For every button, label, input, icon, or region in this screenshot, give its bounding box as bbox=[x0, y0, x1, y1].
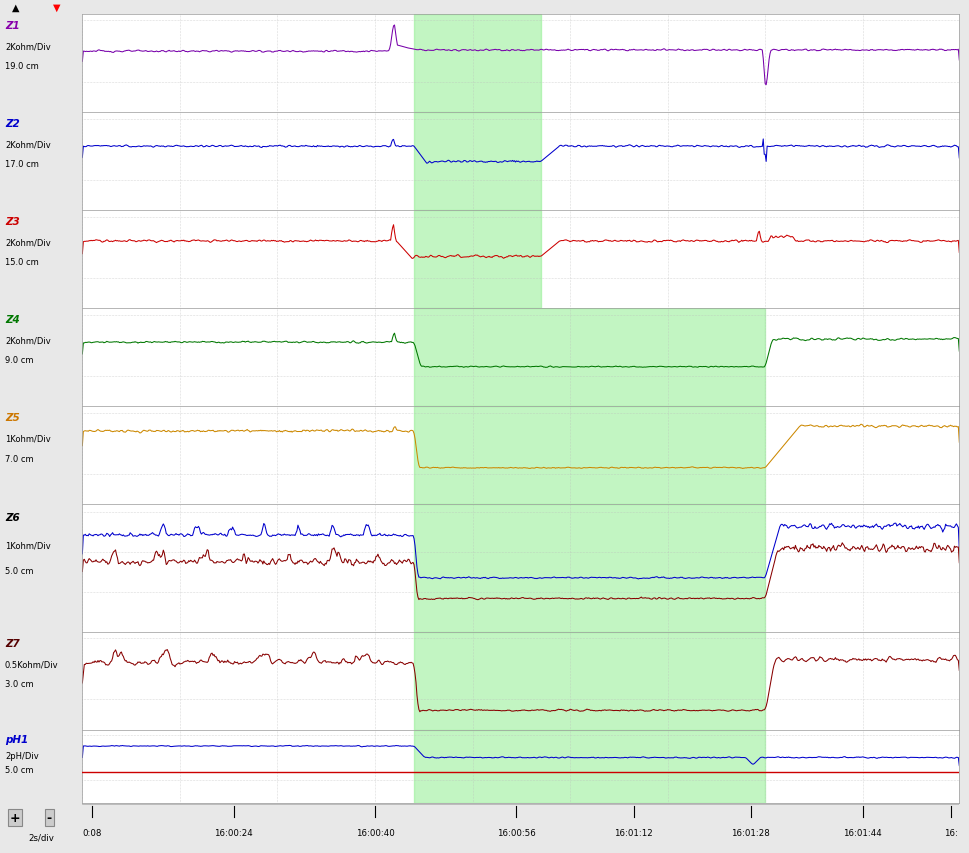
Text: 16:00:56: 16:00:56 bbox=[497, 827, 536, 837]
Text: 9.0 cm: 9.0 cm bbox=[5, 356, 34, 365]
Text: Z2: Z2 bbox=[5, 119, 19, 129]
Text: 7.0 cm: 7.0 cm bbox=[5, 454, 34, 463]
Bar bbox=[414, 730, 766, 804]
Text: Z1: Z1 bbox=[5, 21, 19, 32]
Text: 0:08: 0:08 bbox=[82, 827, 102, 837]
Text: 2s/div: 2s/div bbox=[28, 833, 54, 842]
Text: 2Kohm/Div: 2Kohm/Div bbox=[5, 141, 50, 149]
Text: 2pH/Div: 2pH/Div bbox=[5, 751, 39, 760]
Bar bbox=[414, 407, 766, 505]
Text: -: - bbox=[47, 811, 52, 824]
Text: 16:01:44: 16:01:44 bbox=[843, 827, 882, 837]
Text: pH1: pH1 bbox=[5, 734, 28, 745]
Text: 16:: 16: bbox=[944, 827, 957, 837]
Text: 2Kohm/Div: 2Kohm/Div bbox=[5, 239, 50, 247]
Bar bbox=[414, 309, 766, 407]
Text: 1Kohm/Div: 1Kohm/Div bbox=[5, 541, 50, 549]
Text: 2Kohm/Div: 2Kohm/Div bbox=[5, 336, 50, 345]
Bar bbox=[414, 113, 541, 212]
Text: ▲: ▲ bbox=[12, 3, 19, 13]
Text: 5.0 cm: 5.0 cm bbox=[5, 566, 34, 575]
Bar bbox=[414, 15, 541, 113]
Text: ▼: ▼ bbox=[53, 3, 61, 13]
Text: 16:00:40: 16:00:40 bbox=[356, 827, 394, 837]
Text: 16:00:24: 16:00:24 bbox=[214, 827, 253, 837]
Text: 19.0 cm: 19.0 cm bbox=[5, 62, 39, 72]
Text: 16:01:12: 16:01:12 bbox=[614, 827, 653, 837]
Text: 2Kohm/Div: 2Kohm/Div bbox=[5, 43, 50, 52]
Text: 3.0 cm: 3.0 cm bbox=[5, 679, 34, 688]
Text: 0.5Kohm/Div: 0.5Kohm/Div bbox=[5, 659, 58, 669]
Text: +: + bbox=[10, 811, 20, 824]
Text: 1Kohm/Div: 1Kohm/Div bbox=[5, 434, 50, 444]
Bar bbox=[414, 505, 766, 632]
Text: Z7: Z7 bbox=[5, 638, 19, 648]
Text: 5.0 cm: 5.0 cm bbox=[5, 765, 34, 775]
Text: Z5: Z5 bbox=[5, 413, 19, 423]
Bar bbox=[414, 212, 541, 309]
Text: Z3: Z3 bbox=[5, 217, 19, 227]
Text: 17.0 cm: 17.0 cm bbox=[5, 160, 39, 169]
Text: Z4: Z4 bbox=[5, 315, 19, 325]
Text: 16:01:28: 16:01:28 bbox=[732, 827, 770, 837]
Bar bbox=[414, 632, 766, 730]
Text: Z6: Z6 bbox=[5, 513, 19, 523]
Text: 15.0 cm: 15.0 cm bbox=[5, 258, 39, 267]
